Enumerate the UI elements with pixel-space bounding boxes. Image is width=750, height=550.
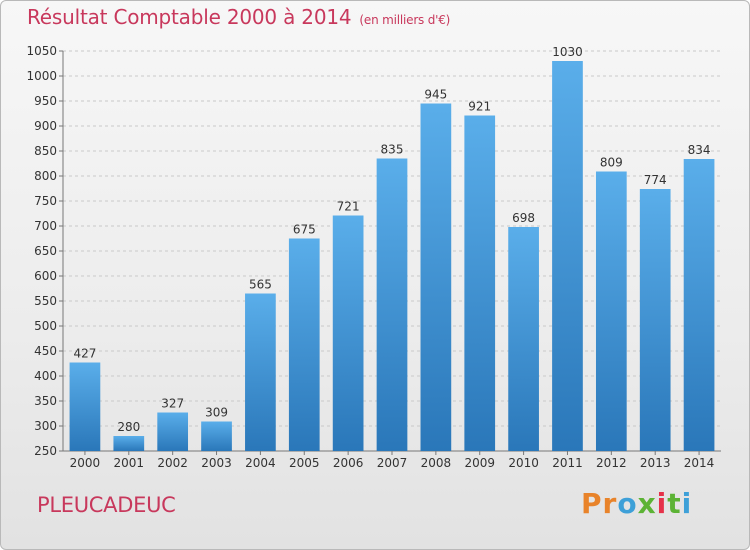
data-label: 327 xyxy=(161,397,184,411)
data-label: 280 xyxy=(117,420,140,434)
bar xyxy=(464,115,496,451)
data-label: 774 xyxy=(644,173,667,187)
logo-letter: i xyxy=(681,487,693,520)
logo-letter: i xyxy=(656,487,668,520)
bar xyxy=(552,61,583,451)
x-tick-label: 2006 xyxy=(333,456,364,470)
y-tick-label: 350 xyxy=(34,394,57,408)
data-label: 835 xyxy=(381,143,404,157)
data-label: 309 xyxy=(205,406,228,420)
y-tick-label: 1050 xyxy=(26,44,57,58)
data-label: 921 xyxy=(468,100,491,114)
x-tick-label: 2003 xyxy=(201,456,232,470)
logo-letter: x xyxy=(637,487,657,520)
location-label: PLEUCADEUC xyxy=(37,493,176,517)
x-tick-label: 2009 xyxy=(464,456,495,470)
logo-letter: P xyxy=(581,487,603,520)
x-tick-label: 2008 xyxy=(421,456,452,470)
x-tick-label: 2007 xyxy=(377,456,408,470)
data-label: 675 xyxy=(293,223,316,237)
y-tick-label: 300 xyxy=(34,419,57,433)
data-label: 945 xyxy=(424,88,447,102)
x-tick-label: 2012 xyxy=(596,456,627,470)
y-tick-label: 700 xyxy=(34,219,57,233)
bar xyxy=(69,362,101,451)
proxiti-logo: Proxiti xyxy=(581,487,692,520)
bar xyxy=(420,103,452,451)
data-label: 565 xyxy=(249,278,272,292)
bar xyxy=(332,215,364,451)
data-label: 427 xyxy=(73,347,96,361)
axis-layer: 250 300 350 400 450 500 550 600 650 700 750 800 850 9… xyxy=(26,44,721,470)
bar xyxy=(201,421,232,451)
y-tick-label: 850 xyxy=(34,144,57,158)
chart-title: Résultat Comptable 2000 à 2014 (en millie… xyxy=(27,5,450,29)
logo-letter: r xyxy=(602,487,618,520)
bar xyxy=(639,189,671,451)
y-tick-label: 450 xyxy=(34,344,57,358)
title-text: Résultat Comptable 2000 à 2014 xyxy=(27,5,352,29)
bar xyxy=(376,158,408,451)
data-label: 698 xyxy=(512,211,535,225)
data-label: 1030 xyxy=(552,45,583,59)
logo-letter: o xyxy=(617,487,638,520)
y-tick-label: 250 xyxy=(34,444,57,458)
bar xyxy=(683,159,715,451)
bar xyxy=(508,227,539,451)
x-tick-label: 2004 xyxy=(245,456,276,470)
x-tick-label: 2001 xyxy=(114,456,145,470)
y-tick-label: 800 xyxy=(34,169,57,183)
x-tick-label: 2002 xyxy=(157,456,188,470)
data-label: 809 xyxy=(600,156,623,170)
y-tick-label: 750 xyxy=(34,194,57,208)
data-label: 721 xyxy=(337,200,360,214)
y-tick-label: 650 xyxy=(34,244,57,258)
x-tick-label: 2011 xyxy=(552,456,583,470)
y-tick-label: 400 xyxy=(34,369,57,383)
y-tick-label: 1000 xyxy=(26,69,57,83)
bar xyxy=(157,412,189,451)
bar xyxy=(595,171,627,451)
bar xyxy=(245,293,276,451)
y-tick-label: 950 xyxy=(34,94,57,108)
y-tick-label: 600 xyxy=(34,269,57,283)
y-tick-label: 550 xyxy=(34,294,57,308)
y-tick-label: 900 xyxy=(34,119,57,133)
x-tick-label: 2000 xyxy=(70,456,101,470)
x-tick-label: 2014 xyxy=(684,456,715,470)
data-label: 834 xyxy=(688,143,711,157)
x-tick-label: 2013 xyxy=(640,456,671,470)
bar xyxy=(113,436,145,451)
bar xyxy=(288,238,320,451)
x-tick-label: 2010 xyxy=(508,456,539,470)
x-tick-label: 2005 xyxy=(289,456,320,470)
logo-letter: t xyxy=(667,487,682,520)
title-unit: (en milliers d'€) xyxy=(359,13,451,27)
bar-layer: 427 280 327 309 565 675 721 835 945 921 698 1030 809… xyxy=(69,45,715,451)
y-tick-label: 500 xyxy=(34,319,57,333)
